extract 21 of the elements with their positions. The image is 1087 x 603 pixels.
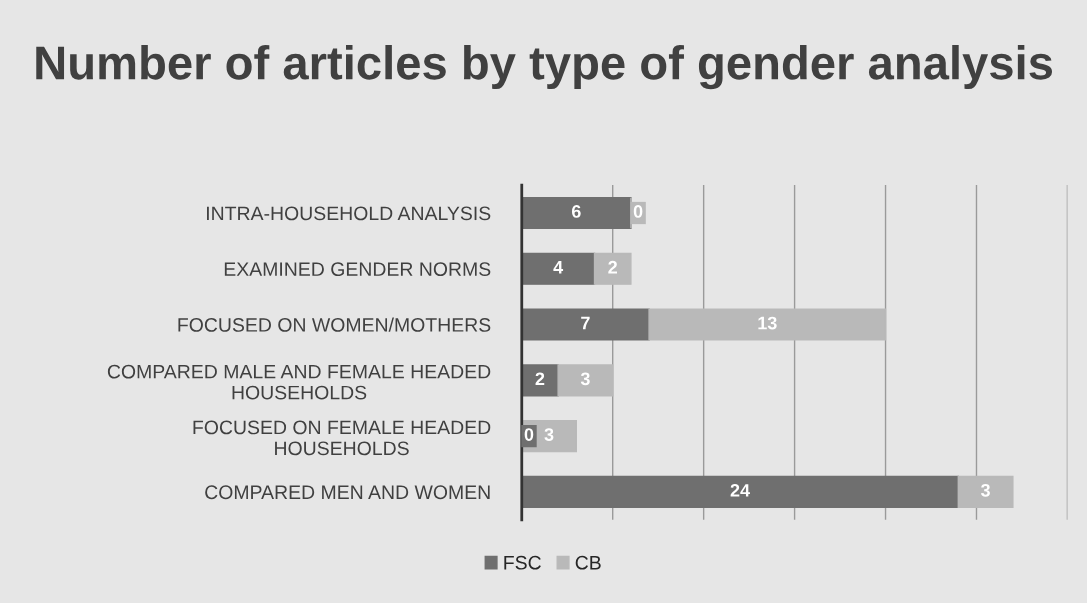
- data-label: 0: [633, 205, 643, 218]
- data-label: 0: [524, 428, 534, 441]
- chart-title: Number of articles by type of gender analysis: [36, 45, 1053, 90]
- data-label: 4: [553, 261, 564, 274]
- legend-label: CB: [575, 555, 601, 570]
- data-label: 13: [758, 316, 777, 330]
- data-label: 24: [730, 483, 750, 497]
- y-tick-label: FOCUSED ON WOMEN/MOTHERS: [178, 317, 491, 332]
- y-tick-label: EXAMINED GENDER NORMS: [224, 262, 491, 277]
- data-label: 3: [544, 428, 554, 441]
- data-label: 7: [581, 316, 590, 330]
- y-tick-label: COMPARED MALE AND FEMALE HEADED HOUSEHOLDS: [107, 364, 491, 400]
- data-label: 2: [608, 260, 617, 274]
- y-tick-label: INTRA-HOUSEHOLD ANALYSIS: [207, 206, 491, 221]
- legend-label: FSC: [504, 555, 541, 570]
- y-tick-label: COMPARED MEN AND WOMEN: [205, 485, 490, 500]
- data-label: 6: [571, 205, 581, 218]
- data-label: 3: [580, 372, 590, 386]
- data-label: 3: [980, 483, 990, 497]
- data-label: 2: [535, 372, 545, 386]
- y-tick-label: FOCUSED ON FEMALE HEADED HOUSEHOLDS: [193, 420, 491, 456]
